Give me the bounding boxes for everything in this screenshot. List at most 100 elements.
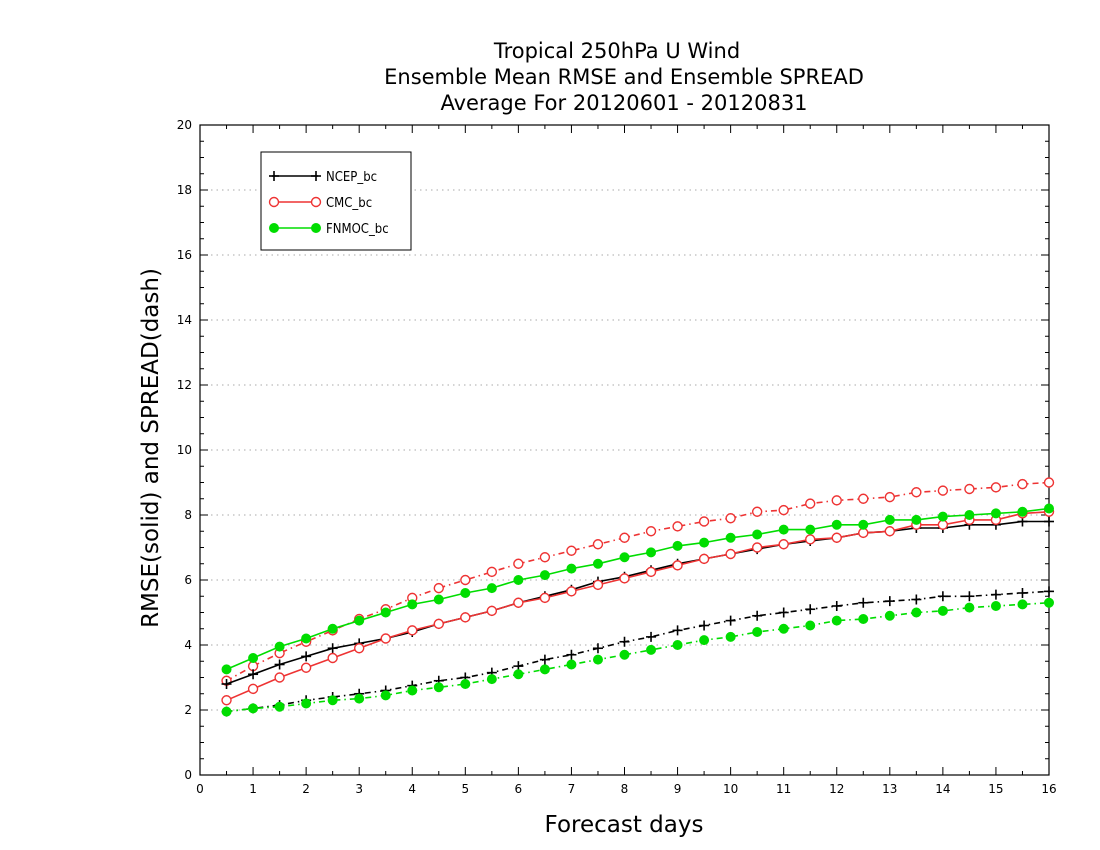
data-point xyxy=(619,532,630,543)
data-point xyxy=(645,566,657,578)
title-line-3: Average For 20120601 - 20120831 xyxy=(440,91,807,115)
x-tick-label: 8 xyxy=(621,782,629,796)
y-tick-label: 0 xyxy=(184,768,192,782)
data-point xyxy=(805,620,816,631)
data-point xyxy=(380,607,391,618)
data-point xyxy=(672,540,683,551)
legend-label: NCEP_bc xyxy=(326,170,377,185)
y-tick-label: 6 xyxy=(184,573,192,587)
data-point xyxy=(778,539,789,550)
data-point xyxy=(274,641,285,652)
data-point xyxy=(751,506,763,517)
data-point xyxy=(354,615,365,626)
data-point xyxy=(858,614,869,624)
data-point xyxy=(539,592,551,604)
data-point xyxy=(566,545,577,556)
data-point xyxy=(884,610,895,621)
data-point xyxy=(566,563,577,574)
series-CMC_bc-RMSE xyxy=(221,506,1055,706)
series-FNMOC_bc-RMSE xyxy=(221,503,1054,675)
data-point xyxy=(513,597,524,608)
data-point xyxy=(221,695,232,706)
legend-item-FNMOC_bc: FNMOC_bc xyxy=(269,222,389,237)
data-point xyxy=(672,521,683,532)
data-point xyxy=(486,566,498,578)
legend-item-CMC_bc: CMC_bc xyxy=(268,196,372,211)
data-point xyxy=(566,659,577,670)
data-point xyxy=(646,644,657,655)
data-point xyxy=(858,519,869,530)
data-point xyxy=(911,514,922,525)
data-point xyxy=(619,552,630,563)
data-point xyxy=(513,669,524,680)
y-tick-label: 18 xyxy=(177,183,192,197)
data-point xyxy=(619,573,630,584)
data-point xyxy=(221,706,232,717)
y-tick-label: 4 xyxy=(184,638,192,652)
data-point xyxy=(831,615,842,626)
series-FNMOC_bc-SPREAD xyxy=(221,597,1054,717)
data-point xyxy=(247,683,259,695)
data-point xyxy=(884,526,896,537)
legend: NCEP_bc CMC_bc FNMOC_bc xyxy=(260,151,412,251)
x-tick-label: 5 xyxy=(461,782,469,796)
data-point xyxy=(672,640,683,650)
title-line-1: Tropical 250hPa U Wind xyxy=(493,39,740,63)
data-point xyxy=(592,579,604,591)
data-point xyxy=(353,643,365,654)
data-point xyxy=(1017,506,1028,517)
data-point xyxy=(1017,478,1028,490)
data-point xyxy=(460,574,471,586)
data-point xyxy=(380,633,391,644)
y-tick-label: 16 xyxy=(177,248,192,262)
x-tick-label: 1 xyxy=(249,782,257,796)
data-point xyxy=(460,612,471,623)
data-point xyxy=(805,534,816,545)
data-point xyxy=(964,483,975,495)
data-point xyxy=(725,513,736,524)
y-tick-label: 2 xyxy=(184,703,192,717)
data-point xyxy=(911,607,922,618)
data-point xyxy=(751,542,763,553)
x-tick-label: 15 xyxy=(988,782,1003,796)
data-point xyxy=(831,495,842,506)
data-point xyxy=(619,649,630,660)
data-point xyxy=(911,487,922,498)
data-point xyxy=(964,602,975,613)
data-point xyxy=(354,693,365,704)
data-point xyxy=(698,553,710,565)
data-point xyxy=(805,524,816,535)
data-point xyxy=(858,493,869,504)
data-point xyxy=(831,519,842,530)
data-point xyxy=(646,547,657,558)
x-tick-label: 13 xyxy=(882,782,897,796)
data-point xyxy=(937,605,948,616)
data-point xyxy=(592,558,603,569)
data-point xyxy=(752,627,763,637)
data-point xyxy=(725,532,736,543)
data-point xyxy=(274,701,285,712)
data-point xyxy=(310,196,322,208)
chart-title: Tropical 250hPa U Wind Ensemble Mean RMS… xyxy=(384,39,864,115)
data-point xyxy=(513,575,524,585)
series-NCEP_bc-RMSE xyxy=(221,516,1054,689)
x-tick-label: 10 xyxy=(723,782,738,796)
data-point xyxy=(645,526,657,537)
data-point xyxy=(725,631,736,642)
data-point xyxy=(1043,477,1055,488)
data-point xyxy=(937,485,949,496)
data-point xyxy=(248,703,259,714)
x-tick-label: 9 xyxy=(674,782,682,796)
data-point xyxy=(699,635,710,646)
series-line xyxy=(226,511,1050,702)
title-line-2: Ensemble Mean RMSE and Ensemble SPREAD xyxy=(384,65,864,89)
legend-label: CMC_bc xyxy=(326,196,372,211)
data-point xyxy=(884,491,896,503)
legend-box xyxy=(260,151,412,251)
data-point xyxy=(486,583,497,594)
data-point xyxy=(269,223,279,233)
data-point xyxy=(311,223,321,233)
x-tick-label: 3 xyxy=(355,782,363,796)
data-point xyxy=(407,625,418,636)
